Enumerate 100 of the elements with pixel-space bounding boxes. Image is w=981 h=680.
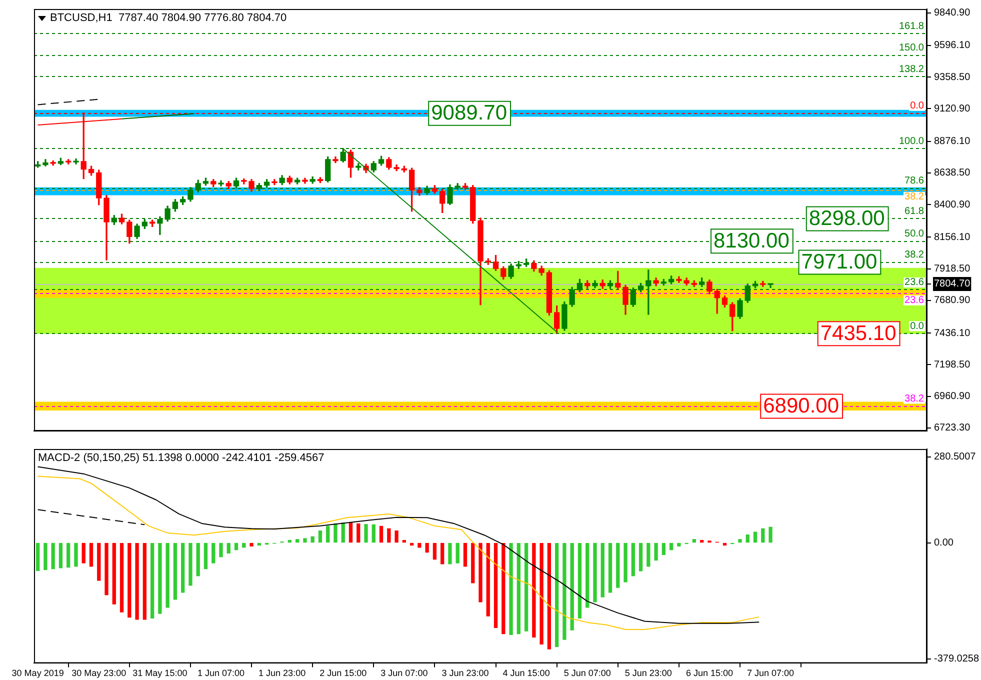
- bar: [463, 542, 468, 567]
- bar: [135, 542, 139, 620]
- bar: [89, 542, 94, 567]
- annotation: 38.2: [904, 250, 924, 261]
- bar: [74, 542, 78, 567]
- bar: [257, 542, 261, 546]
- bar: [502, 542, 506, 634]
- bar: [586, 542, 590, 608]
- bar: [250, 542, 254, 546]
- bar: [364, 524, 368, 543]
- bar: [356, 523, 360, 543]
- y-tick-label: 7680.90: [934, 295, 971, 306]
- y-tick-label: 8156.10: [934, 232, 971, 243]
- bar: [128, 542, 132, 618]
- bar: [142, 542, 146, 620]
- y-tick-label: 280.5007: [934, 452, 976, 463]
- bar: [226, 542, 230, 554]
- chart-title: BTCUSD,H1 7787.40 7804.90 7776.80 7804.70: [50, 12, 287, 24]
- bar: [219, 542, 223, 558]
- bar: [440, 542, 444, 564]
- annotation: 23.6: [904, 295, 924, 306]
- bar: [662, 542, 666, 556]
- bar: [36, 542, 40, 571]
- annotation: 161.8: [898, 20, 924, 32]
- y-tick-label: 6960.90: [934, 391, 971, 402]
- x-tick-label: 31 May 15:00: [132, 668, 188, 678]
- annotation: 7971.00: [801, 250, 878, 274]
- y-tick-label: 9840.90: [934, 8, 971, 19]
- x-tick-label: 30 May 23:00: [72, 668, 126, 678]
- bar: [554, 542, 559, 647]
- candlestick: [272, 179, 278, 186]
- bar: [524, 542, 528, 632]
- bar: [334, 523, 338, 543]
- bar: [478, 542, 482, 602]
- y-tick-label: 8876.10: [934, 136, 971, 148]
- bar: [242, 542, 246, 548]
- bar: [120, 542, 124, 612]
- x-tick-label: 7 Jun 07:00: [747, 668, 794, 678]
- bar: [746, 534, 750, 543]
- bar: [196, 542, 200, 576]
- annotation: 150.0: [898, 42, 924, 54]
- bar: [288, 540, 292, 543]
- bar: [486, 542, 490, 616]
- x-tick-label: 5 Jun 23:00: [624, 668, 672, 678]
- bar: [418, 542, 422, 548]
- bar: [379, 526, 384, 543]
- bar: [410, 542, 414, 546]
- annotation: 7435.10: [820, 322, 896, 345]
- x-tick-label: 30 May 2019: [12, 668, 64, 678]
- x-tick-label: 6 Jun 15:00: [686, 668, 733, 678]
- bar: [738, 539, 742, 543]
- annotation: 6890.00: [763, 394, 840, 418]
- bar: [58, 542, 63, 568]
- bar: [456, 542, 460, 564]
- y-tick-label: 7436.10: [934, 328, 971, 339]
- bar: [394, 530, 398, 543]
- x-tick-label: 3 Jun 23:00: [442, 668, 489, 678]
- bar: [600, 542, 604, 598]
- annotation: 8298.00: [808, 207, 885, 230]
- bar: [295, 539, 300, 543]
- bar: [212, 542, 216, 564]
- y-tick-label: -379.0258: [934, 654, 980, 665]
- bar: [570, 542, 574, 630]
- annotation: 38.2: [904, 393, 924, 404]
- bar: [341, 522, 345, 543]
- annotation: 38.2: [904, 192, 924, 203]
- bar: [593, 542, 597, 602]
- candlestick: [73, 158, 79, 164]
- x-tick-label: 5 Jun 07:00: [564, 668, 611, 678]
- bar: [158, 542, 162, 614]
- bar: [608, 542, 612, 593]
- annotation: 78.6: [904, 176, 924, 187]
- bar: [173, 542, 178, 600]
- bar: [44, 542, 48, 570]
- bar: [326, 526, 330, 543]
- bar: [562, 542, 566, 640]
- bar: [82, 542, 86, 564]
- bar: [234, 542, 238, 550]
- bar: [768, 526, 772, 543]
- bar: [578, 542, 582, 618]
- bar: [372, 524, 376, 543]
- bar: [303, 538, 307, 543]
- x-tick-label: 1 Jun 23:00: [258, 668, 306, 678]
- annotation: 9089.70: [431, 102, 508, 125]
- bar: [677, 542, 681, 546]
- bar: [616, 542, 620, 588]
- bar: [104, 542, 108, 596]
- bar: [692, 539, 696, 543]
- bar: [471, 542, 475, 584]
- y-tick-label: 9120.90: [934, 103, 971, 114]
- bar: [310, 536, 314, 543]
- bar: [425, 542, 429, 553]
- bar: [700, 540, 704, 543]
- bar: [204, 542, 208, 570]
- bar: [631, 542, 635, 576]
- x-tick-label: 3 Jun 07:00: [380, 668, 428, 678]
- bar: [624, 542, 628, 582]
- y-tick-label: 9358.50: [934, 72, 971, 83]
- annotation: 8130.00: [713, 229, 790, 252]
- bar: [432, 542, 437, 560]
